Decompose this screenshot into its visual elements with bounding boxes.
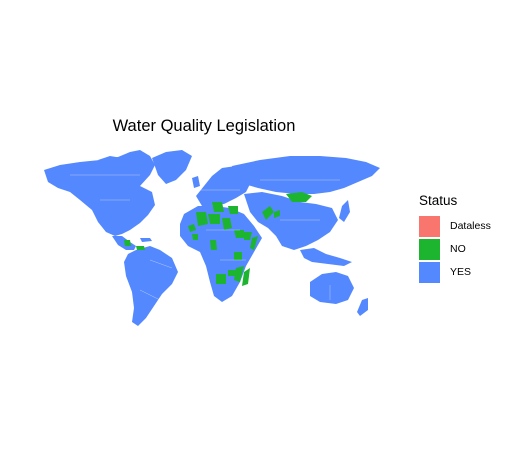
country-no-madagascar — [242, 268, 250, 286]
legend-item-dataless: Dataless — [419, 215, 491, 237]
region-australia — [310, 272, 354, 304]
legend-label-yes: YES — [450, 266, 472, 278]
country-no-ethiopia — [244, 232, 252, 240]
country-no-liberia — [192, 234, 198, 240]
countries-yes-layer — [44, 150, 380, 326]
country-no-mozambique — [234, 266, 244, 282]
region-greenland — [152, 150, 192, 184]
legend-item-yes: YES — [419, 261, 491, 283]
country-no-tanzania — [234, 252, 242, 260]
legend-title: Status — [419, 193, 458, 208]
country-no-zimbabwe — [228, 270, 236, 276]
country-no-egypt — [228, 206, 238, 214]
country-no-mongolia — [286, 192, 312, 202]
region-uk — [192, 176, 200, 188]
legend-label-dataless: Dataless — [450, 220, 491, 232]
country-no-south-sudan — [234, 230, 244, 238]
country-no-botswana — [216, 274, 226, 284]
region-south-america — [124, 246, 178, 326]
legend-label-no: NO — [450, 243, 466, 255]
legend-swatch-dataless — [419, 215, 440, 237]
legend-swatch-no — [419, 238, 440, 260]
region-caribbean — [140, 238, 152, 242]
country-borders-layer — [70, 174, 340, 301]
region-africa — [180, 206, 262, 302]
region-southeast-asia — [300, 248, 352, 266]
legend-swatch-yes — [419, 261, 440, 283]
country-no-panama — [136, 246, 145, 250]
country-no-libya — [212, 202, 224, 212]
region-south-central-asia — [244, 192, 338, 250]
region-central-america — [112, 236, 136, 250]
country-no-guinea — [188, 224, 196, 232]
country-no-somalia — [250, 236, 258, 250]
country-no-niger — [208, 214, 220, 224]
region-arctic-islands — [98, 156, 122, 165]
legend: Status Dataless NO YES — [419, 193, 491, 284]
country-no-mali — [196, 212, 208, 226]
countries-no-layer — [124, 192, 312, 286]
map-title: Water Quality Legislation — [112, 117, 296, 135]
country-no-nicaragua — [124, 240, 131, 246]
region-japan — [339, 200, 350, 222]
region-north-asia — [232, 156, 380, 194]
country-no-chad — [222, 218, 232, 230]
country-no-iran-part — [274, 210, 280, 218]
country-no-congo — [210, 240, 217, 250]
legend-item-no: NO — [419, 238, 491, 260]
region-north-america — [44, 150, 155, 236]
country-no-oman — [262, 206, 274, 220]
region-new-zealand — [357, 298, 368, 316]
